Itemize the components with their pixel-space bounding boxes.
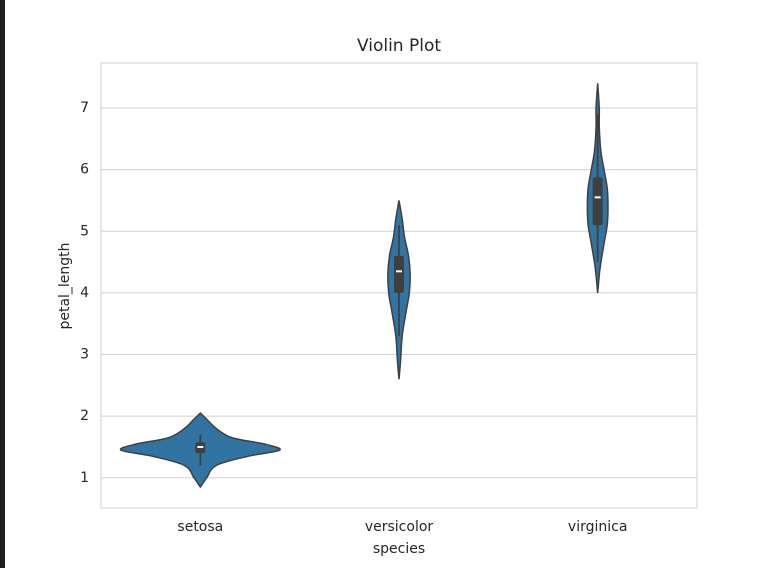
y-tick-label: 2: [80, 408, 89, 424]
y-tick-label: 4: [80, 285, 89, 301]
chart-title: Violin Plot: [357, 36, 441, 56]
x-tick-label: setosa: [177, 519, 223, 535]
x-tick-label: versicolor: [365, 519, 434, 535]
y-tick-label: 6: [80, 162, 89, 178]
y-tick-label: 1: [80, 470, 89, 486]
x-tick-label: virginica: [568, 519, 628, 535]
x-axis-label: species: [373, 541, 425, 557]
y-axis-label: petal_length: [57, 242, 73, 329]
y-tick-label: 3: [80, 347, 89, 363]
y-tick-label: 7: [80, 100, 89, 116]
box: [592, 177, 603, 226]
y-tick-label: 5: [80, 223, 89, 239]
box: [394, 255, 404, 293]
window-edge: [0, 0, 5, 568]
